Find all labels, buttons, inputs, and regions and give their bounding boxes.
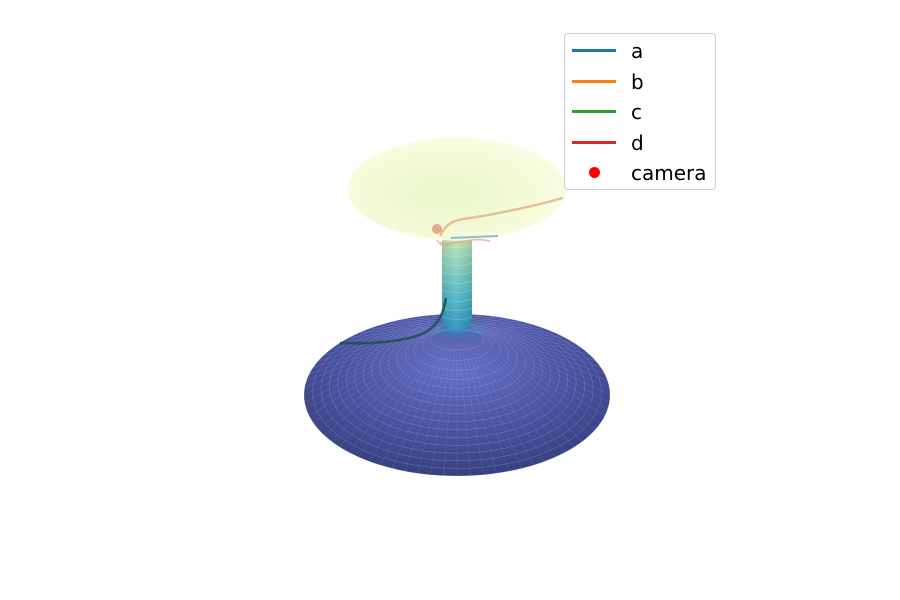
legend: a b c d camera [564,33,716,190]
legend-label-d: d [631,131,644,155]
mesh-spoke [461,335,497,474]
mesh-spoke [309,331,440,417]
mesh-spoke [331,333,443,442]
mesh-spoke [306,328,440,382]
mesh-spoke [462,335,510,472]
throat-band [441,316,473,320]
mesh-spoke [471,333,583,442]
legend-item-camera: camera [565,160,715,186]
mesh-spoke [313,331,441,423]
mesh-spoke [324,332,442,436]
upper-funnel [348,138,566,240]
mesh-spoke [304,329,440,389]
mesh-spoke [369,334,447,462]
mesh-spoke [443,335,456,476]
mesh-spoke [474,329,610,396]
trajectory-b [438,196,564,237]
mesh-spoke [474,328,608,382]
mesh-spoke [467,334,545,462]
legend-item-a: a [565,38,715,64]
legend-line-d [572,141,616,144]
throat [441,236,473,331]
throat-band [441,271,473,275]
legend-line-a [572,49,616,52]
mesh-spoke [392,335,450,469]
lower-disk [304,314,610,476]
mesh-spoke [474,328,605,375]
legend-label-c: c [631,100,642,124]
mesh-spoke [417,335,453,474]
upper-sheet [347,137,567,241]
legend-item-c: c [565,99,715,125]
mesh-spoke [473,332,596,430]
mesh-spoke [465,335,534,466]
mesh-spoke [430,335,455,475]
mesh-spoke [304,329,440,396]
mesh-spoke [404,335,452,472]
throat-band [441,289,473,293]
mesh-spoke [380,335,449,466]
throat-shade [442,236,472,331]
mesh-spoke [306,330,440,410]
mesh-spoke [339,333,444,448]
mesh-spoke [474,329,610,389]
throat-band [441,262,473,266]
legend-label-a: a [631,39,644,63]
trajectory-b-lower [439,238,491,245]
throat-band [441,280,473,284]
trajectory-d [436,239,451,247]
mesh-spoke [304,330,440,403]
mesh-spoke [469,334,566,453]
mesh-spoke [474,331,605,417]
mesh-spoke [473,327,601,368]
camera-marker [432,224,442,234]
trajectory-c [339,297,448,345]
mesh-spoke [348,334,445,453]
mesh-spoke [459,335,484,475]
mesh-spoke [473,331,601,423]
mesh-spoke [318,332,441,430]
mesh-spoke [474,330,608,410]
throat-band [441,253,473,257]
legend-item-d: d [565,130,715,156]
throat-bands [441,244,473,320]
legend-item-b: b [565,69,715,95]
mesh-spoke [358,334,446,458]
legend-line-b [572,80,616,83]
mesh-spoke [464,335,522,469]
legend-marker-camera [589,167,600,178]
mesh-spoke [474,330,610,403]
mesh-spoke [458,335,471,476]
lower-sheet [304,314,610,476]
mesh-spoke [468,334,556,458]
legend-label-camera: camera [631,161,707,185]
legend-line-c [572,110,616,113]
mesh-spoke [472,332,590,436]
mesh-spoke [470,333,575,448]
trajectory-a [450,235,499,239]
trajectories [339,196,564,345]
legend-label-b: b [631,70,644,94]
